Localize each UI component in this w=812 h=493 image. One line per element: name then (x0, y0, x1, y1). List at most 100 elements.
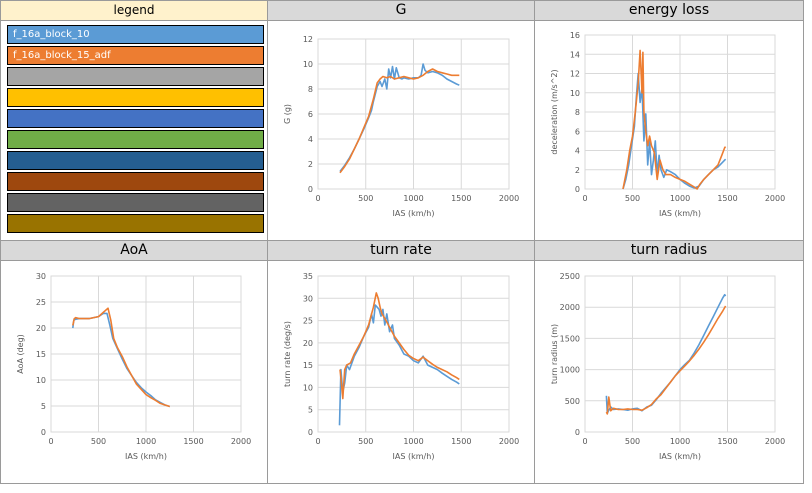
y-axis-title: AoA (deg) (16, 334, 25, 374)
x-tick-label: 1500 (717, 194, 737, 203)
y-tick-label: 8 (575, 108, 580, 117)
x-tick-label: 1500 (717, 437, 737, 446)
y-tick-label: 0 (41, 428, 46, 437)
x-tick-label: 1000 (403, 194, 423, 203)
y-tick-label: 5 (41, 402, 46, 411)
x-axis-title: IAS (km/h) (125, 452, 167, 461)
y-tick-label: 10 (36, 376, 46, 385)
y-tick-label: 2 (308, 160, 313, 169)
g-chart: 0 2 4 6 8 10 12 0 500 1000 1500 2000 IAS (km/h) G (g) (283, 35, 519, 218)
chart-panel-aoa: AoA 0 5 10 15 20 25 30 0 500 1000 1500 2000 IAS (km/… (0, 240, 268, 484)
legend-title: legend (1, 1, 267, 21)
x-tick-label: 1500 (183, 437, 203, 446)
series-line-f-16a-block-15-adf (622, 49, 727, 190)
x-tick-label: 0 (315, 437, 320, 446)
y-axis-title: deceleration (m/s^2) (550, 69, 559, 154)
y-tick-label: 0 (308, 185, 313, 194)
aoa-chart: 0 5 10 15 20 25 30 0 500 1000 1500 2000 IAS (km/h) Ao… (16, 272, 251, 461)
y-tick-label: 2 (575, 166, 580, 175)
turn-radius-chart: 0 500 1000 1500 2000 2500 0 500 1000 1500 2000 IAS … (550, 272, 785, 461)
x-axis-title: IAS (km/h) (393, 209, 435, 218)
y-tick-label: 5 (308, 406, 313, 415)
x-axis-title: IAS (km/h) (659, 209, 701, 218)
y-tick-label: 0 (575, 185, 580, 194)
x-tick-label: 2000 (765, 194, 785, 203)
x-tick-label: 0 (315, 194, 320, 203)
x-tick-label: 500 (625, 437, 640, 446)
legend-entry (7, 67, 264, 86)
y-tick-label: 6 (575, 127, 580, 136)
chart-title: energy loss (535, 1, 803, 21)
series-line-f-16a-block-15-adf (339, 68, 460, 174)
y-tick-label: 14 (570, 50, 580, 59)
y-tick-label: 12 (570, 70, 580, 79)
y-axis-title: turn rate (deg/s) (283, 321, 292, 387)
y-tick-label: 16 (570, 31, 580, 40)
y-axis-title: G (g) (283, 104, 292, 124)
x-tick-label: 1000 (403, 437, 423, 446)
chart-panel-turnradius: turn radius 0 500 1000 1500 2000 2500 0 500 1000… (534, 240, 804, 484)
chart-panel-turnrate: turn rate 0 5 10 15 20 25 30 35 0 500 1000 1500 2000… (267, 240, 535, 484)
legend-entry (7, 109, 264, 128)
y-tick-label: 15 (303, 361, 313, 370)
x-tick-label: 1500 (451, 194, 471, 203)
x-tick-label: 500 (358, 437, 373, 446)
y-tick-label: 10 (303, 60, 313, 69)
x-tick-label: 1000 (670, 194, 690, 203)
y-tick-label: 8 (308, 85, 313, 94)
y-tick-label: 12 (303, 35, 313, 44)
legend-entry (7, 88, 264, 107)
x-tick-label: 2000 (499, 437, 519, 446)
y-tick-label: 0 (575, 428, 580, 437)
x-tick-label: 500 (625, 194, 640, 203)
y-tick-label: 35 (303, 272, 313, 281)
x-tick-label: 0 (582, 437, 587, 446)
chart-title: AoA (1, 241, 267, 261)
x-tick-label: 2000 (231, 437, 251, 446)
y-tick-label: 4 (575, 147, 580, 156)
y-axis-title: turn radius (m) (550, 324, 559, 384)
chart-title: turn rate (268, 241, 534, 261)
series-line-f-16a-block-15-adf (605, 305, 727, 415)
x-axis-title: IAS (km/h) (659, 452, 701, 461)
y-tick-label: 25 (36, 298, 46, 307)
y-tick-label: 1500 (560, 334, 580, 343)
x-tick-label: 0 (582, 194, 587, 203)
energy-loss-chart: 0 2 4 6 8 10 12 14 16 0 500 1000 1500 2000 IAS (km/h) d… (550, 31, 785, 218)
y-tick-label: 500 (565, 397, 580, 406)
x-axis-title: IAS (km/h) (393, 452, 435, 461)
chart-title: turn radius (535, 241, 803, 261)
x-tick-label: 1500 (451, 437, 471, 446)
legend-entry: f_16a_block_10 (7, 25, 264, 44)
x-tick-label: 2000 (499, 194, 519, 203)
chart-panel-g: G 0 2 4 6 8 10 12 0 500 1000 1500 2000 IAS (km/h) G (… (267, 0, 535, 241)
y-tick-label: 1000 (560, 366, 580, 375)
chart-title: G (268, 1, 534, 21)
x-tick-label: 2000 (765, 437, 785, 446)
x-tick-label: 500 (91, 437, 106, 446)
turn-rate-chart: 0 5 10 15 20 25 30 35 0 500 1000 1500 2000 IAS (km/h)… (283, 272, 519, 461)
y-tick-label: 20 (303, 339, 313, 348)
series-line-f-16a-block-15-adf (339, 292, 460, 400)
legend-entry (7, 130, 264, 149)
x-tick-label: 0 (48, 437, 53, 446)
series-line-f-16a-block-15-adf (72, 307, 171, 408)
legend-entry (7, 193, 264, 212)
y-tick-label: 30 (303, 294, 313, 303)
y-tick-label: 25 (303, 317, 313, 326)
legend-entry (7, 151, 264, 170)
y-tick-label: 10 (303, 383, 313, 392)
y-tick-label: 6 (308, 110, 313, 119)
legend-entry: f_16a_block_15_adf (7, 46, 264, 65)
y-tick-label: 10 (570, 89, 580, 98)
y-tick-label: 2500 (560, 272, 580, 281)
x-tick-label: 1000 (670, 437, 690, 446)
x-tick-label: 500 (358, 194, 373, 203)
y-tick-label: 15 (36, 350, 46, 359)
y-tick-label: 4 (308, 135, 313, 144)
x-tick-label: 1000 (136, 437, 156, 446)
y-tick-label: 0 (308, 428, 313, 437)
legend-panel: legend f_16a_block_10 f_16a_block_15_adf (0, 0, 268, 241)
y-tick-label: 2000 (560, 303, 580, 312)
legend-entry (7, 172, 264, 191)
